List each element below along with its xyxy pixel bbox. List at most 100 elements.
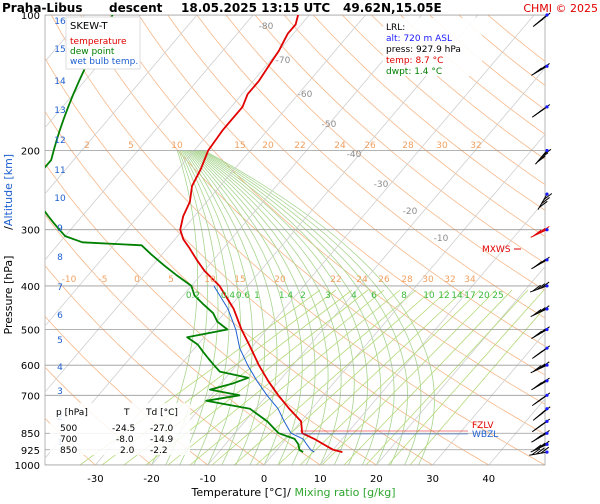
- isotherm-label: -50: [322, 120, 337, 130]
- table-head-td: Td [°C]: [145, 408, 178, 418]
- mixing-ratio-top-label: 30: [436, 141, 448, 151]
- mixing-ratio-mid-label: 15: [234, 275, 245, 285]
- legend-title: SKEW-T: [70, 21, 108, 32]
- lrl-alt: alt: 720 m ASL: [386, 34, 452, 44]
- mixing-ratio-mid-label: 22: [330, 275, 341, 285]
- table-row-0-p: 500: [60, 424, 77, 434]
- table-head-t: T: [123, 408, 130, 418]
- mixing-ratio-mid-label: 30: [422, 275, 434, 285]
- wind-barb-base: [545, 284, 548, 287]
- wind-barb-base: [545, 328, 548, 331]
- table-row-2-p: 850: [60, 446, 77, 456]
- mixing-ratio-mid-label: 20: [274, 275, 286, 285]
- mixing-ratio-mid-label: 10: [204, 275, 216, 285]
- dry-adiabat: [0, 15, 50, 475]
- mixing-ratio-low-label: 2: [300, 291, 306, 301]
- mixing-ratio-low-label: 10: [423, 291, 435, 301]
- temp-tick: 40: [482, 474, 495, 485]
- wind-barb-base: [545, 347, 548, 350]
- xlabel-sep: /: [287, 486, 291, 499]
- mixing-ratio-top-label: 10: [171, 141, 183, 151]
- lrl-press: press: 927.9 hPa: [386, 45, 461, 55]
- header-mode: descent: [109, 1, 163, 15]
- pressure-tick-200: 200: [21, 146, 40, 157]
- legend-dewpoint: dew point: [70, 47, 115, 57]
- isotherm-label: -70: [276, 56, 291, 66]
- table-row-0-t: -24.5: [112, 424, 135, 434]
- wind-barb-base: [545, 443, 548, 446]
- pressure-tick-1000: 1000: [15, 461, 40, 472]
- wind-barb-base: [545, 228, 548, 231]
- mixing-ratio-mid-label: 34: [464, 275, 476, 285]
- mixing-ratio-top-label: 5: [128, 141, 134, 151]
- wind-barb-base: [545, 420, 548, 423]
- altitude-tick-3: 3: [57, 387, 63, 397]
- mixing-ratio-mid-label: 24: [356, 275, 368, 285]
- altitude-tick-6: 6: [57, 311, 63, 321]
- isotherm-label: -10: [434, 234, 449, 244]
- wind-barb-base: [545, 258, 548, 261]
- xlabel-temperature: Temperature [°C]: [191, 486, 287, 499]
- wind-barb-base: [545, 450, 548, 453]
- table-head-p: p [hPa]: [56, 408, 88, 418]
- mixing-ratio-low-label: 12: [438, 291, 449, 301]
- mixing-ratio-top-label: 26: [364, 141, 376, 151]
- table-row-2-td: -2.2: [150, 446, 168, 456]
- isotherm-label: -80: [259, 22, 274, 32]
- wind-barb-base: [545, 364, 548, 367]
- mixing-ratio-low-label: 0.6: [236, 291, 251, 301]
- mixing-ratio-low-label: 1.4: [279, 291, 294, 301]
- altitude-tick-14: 14: [54, 77, 66, 87]
- altitude-tick-11: 11: [54, 166, 65, 176]
- wind-barb-base: [545, 394, 548, 397]
- mixing-ratio-mid-label: 28: [401, 275, 413, 285]
- temp-tick: -30: [87, 474, 103, 485]
- mixing-ratio-low-label: 0.4: [221, 291, 236, 301]
- lrl-dwpt: dwpt: 1.4 °C: [386, 67, 442, 77]
- mixing-ratio-top-label: 20: [262, 141, 274, 151]
- table-row-1-td: -14.9: [150, 435, 174, 445]
- temp-tick: 0: [261, 474, 267, 485]
- wbzl-label: WBZL: [472, 430, 498, 440]
- pressure-tick-700: 700: [21, 391, 40, 402]
- table-row-0-td: -27.0: [150, 424, 174, 434]
- altitude-tick-5: 5: [57, 336, 63, 346]
- altitude-tick-13: 13: [54, 106, 65, 116]
- pressure-tick-400: 400: [21, 282, 40, 293]
- altitude-tick-15: 15: [54, 45, 65, 55]
- wind-barb-base: [545, 192, 548, 195]
- header-datetime: 18.05.2025 13:15 UTC: [181, 1, 330, 15]
- altitude-tick-10: 10: [54, 194, 66, 204]
- mixing-ratio-mid-label: 32: [444, 275, 455, 285]
- mxws-label: MXWS: [482, 245, 511, 255]
- mixing-ratio-mid-label: 5: [168, 275, 174, 285]
- mixing-ratio-top-label: 32: [470, 141, 481, 151]
- isotherm-label: -60: [298, 90, 313, 100]
- altitude-tick-12: 12: [54, 136, 65, 146]
- ylabel-altitude: Altitude [km]: [2, 154, 15, 226]
- mixing-ratio-top-label: 2: [84, 141, 90, 151]
- altitude-tick-16: 16: [54, 17, 66, 27]
- header-station: Praha-Libus: [2, 1, 82, 15]
- mixing-ratio-top-label: 15: [234, 141, 245, 151]
- isotherm: [545, 15, 600, 465]
- temp-tick: 10: [314, 474, 327, 485]
- mixing-ratio-low-label: 1: [254, 291, 260, 301]
- wind-barb-base: [545, 149, 548, 152]
- temp-tick: -10: [200, 474, 216, 485]
- header-coords: 49.62N,15.05E: [343, 1, 442, 15]
- legend-wetbulb: wet bulb temp.: [70, 57, 138, 67]
- temp-tick: -20: [143, 474, 159, 485]
- pressure-tick-600: 600: [21, 361, 40, 372]
- mixing-ratio-low-label: 25: [492, 291, 503, 301]
- mixing-ratio-mid-label: 26: [378, 275, 390, 285]
- mixing-ratio-low-label: 8: [401, 291, 407, 301]
- lrl-temp: temp: 8.7 °C: [386, 56, 443, 66]
- mixing-ratio-top-label: 22: [294, 141, 305, 151]
- wind-barb-base: [545, 379, 548, 382]
- mixing-ratio-low-label: 14: [451, 291, 463, 301]
- isotherm-label: -30: [374, 180, 389, 190]
- xlabel-mixing: Mixing ratio [g/kg]: [294, 486, 395, 499]
- wind-barb-base: [545, 65, 548, 68]
